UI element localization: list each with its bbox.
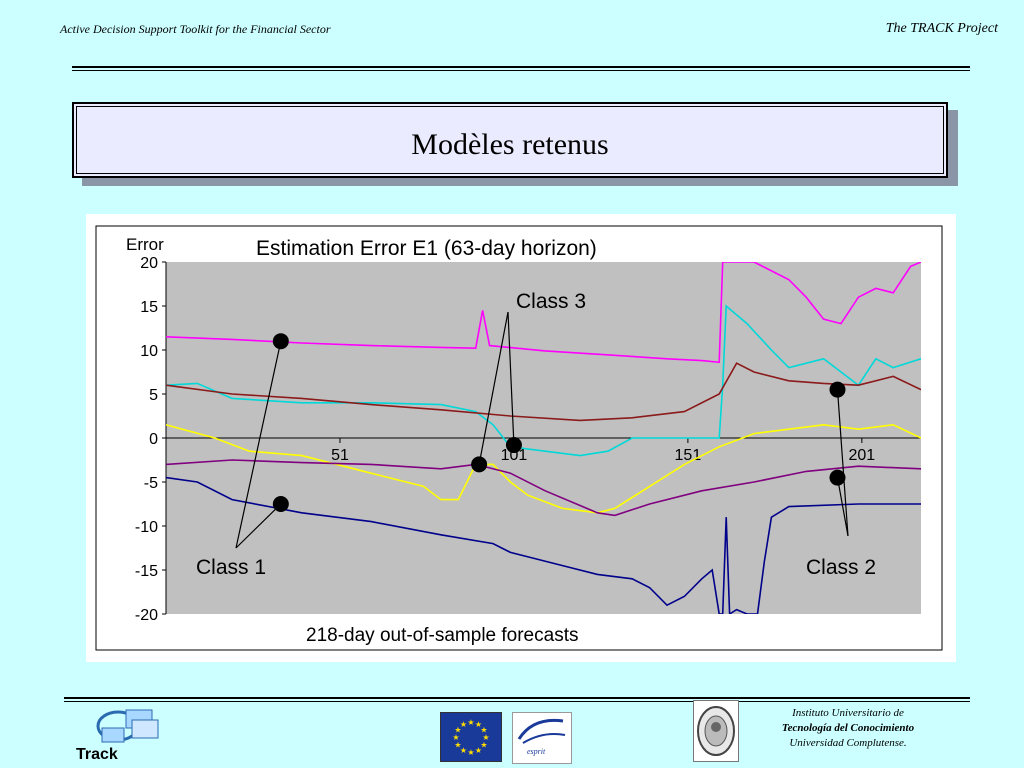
x-tick-label: 101 (501, 447, 528, 464)
class-marker-dot (829, 469, 846, 486)
y-tick-label: 10 (140, 343, 158, 360)
eu-flag-logo: ★ ★ ★ ★ ★ ★ ★ ★ ★ ★ ★ ★ (440, 712, 502, 762)
class-marker-dot (272, 333, 289, 350)
footer-rule-thin (64, 701, 970, 702)
x-axis-ticks: 51 101 151 201 (166, 437, 921, 464)
x-tick-label: 51 (331, 447, 349, 464)
y-tick-label: -10 (135, 519, 158, 536)
esprit-logo: esprit (512, 712, 572, 764)
annotation-leader-line (507, 311, 515, 446)
annotation-leader-line (836, 389, 849, 537)
annotation-leader-line (836, 477, 849, 537)
institute-line-2: Tecnología del Conocimiento (781, 722, 915, 734)
header-rule (72, 66, 970, 68)
x-tick-label: 201 (849, 447, 876, 464)
eu-star-icon: ★ (467, 718, 474, 727)
y-tick-label: 5 (149, 387, 158, 404)
y-tick-label: -20 (135, 607, 158, 624)
series-line-6 (166, 476, 921, 614)
eu-star-icon: ★ (480, 741, 487, 750)
series-layer (166, 262, 921, 614)
header-left-text: Active Decision Support Toolkit for the … (60, 22, 331, 36)
y-tick-label: 0 (149, 431, 158, 448)
eu-star-icon: ★ (482, 733, 489, 742)
track-logo-graphic (96, 709, 159, 743)
header-right-text: The TRACK Project (885, 21, 998, 36)
y-tick-label: 20 (140, 255, 158, 272)
annotation-leader-line (235, 341, 282, 549)
series-line-5 (166, 459, 921, 517)
annotation-layer: Class 1 Class 3 Class 2 (196, 290, 876, 579)
series-line-2 (166, 304, 921, 457)
y-axis-label: Error (126, 235, 164, 254)
annotation-label-3: Class 2 (806, 556, 876, 579)
eu-star-icon: ★ (460, 720, 467, 729)
y-axis-ticks: 20 15 10 5 0 -5 -10 -15 -20 (135, 255, 167, 624)
y-tick-label: -15 (135, 563, 158, 580)
annotation-label-1: Class 1 (196, 556, 266, 579)
eu-star-icon: ★ (454, 741, 461, 750)
track-logo-label: Track (76, 746, 118, 763)
esprit-label: esprit (527, 747, 546, 756)
eu-star-icon: ★ (460, 746, 467, 755)
eu-star-icon: ★ (454, 726, 461, 735)
header-rule-thin (72, 70, 970, 71)
class-marker-dot (829, 381, 846, 398)
annotation-label-2: Class 3 (516, 290, 586, 313)
eu-star-icon: ★ (467, 748, 474, 757)
y-tick-label: 15 (140, 299, 158, 316)
x-tick-label: 151 (675, 447, 702, 464)
eu-star-icon: ★ (475, 720, 482, 729)
esprit-logo-graphic (517, 718, 566, 744)
seal-emblem-icon (697, 706, 735, 756)
class-marker-dot (272, 496, 289, 512)
class-marker-dot (471, 456, 488, 473)
error-chart: Estimation Error E1 (63-day horizon) Err… (95, 225, 943, 651)
series-line-1 (166, 262, 921, 364)
annotation-leader-line (478, 311, 509, 465)
institute-line-3: Universidad Complutense. (789, 737, 907, 749)
y-tick-label: -5 (144, 475, 158, 492)
track-logo: Track (66, 706, 166, 764)
title-box: Modèles retenus (72, 102, 948, 178)
institute-text: Instituto Universitario de Tecnología de… (748, 706, 948, 751)
class-marker-dot (505, 437, 522, 454)
institute-line-1: Instituto Universitario de (792, 707, 904, 719)
annotation-leader-line (235, 503, 282, 549)
x-axis-label: 218-day out-of-sample forecasts (306, 625, 578, 646)
chart-title: Estimation Error E1 (63-day horizon) (256, 237, 597, 260)
eu-star-icon: ★ (480, 726, 487, 735)
eu-stars-icon: ★ ★★★★★★★★★★★ (452, 718, 489, 757)
eu-star-icon: ★ (452, 733, 459, 742)
eu-star-icon: ★ (475, 746, 482, 755)
footer-rule (64, 697, 970, 699)
university-seal (693, 700, 739, 762)
series-line-4 (166, 423, 921, 514)
slide-title: Modèles retenus (411, 128, 609, 161)
chart-panel: Estimation Error E1 (63-day horizon) Err… (86, 214, 956, 662)
